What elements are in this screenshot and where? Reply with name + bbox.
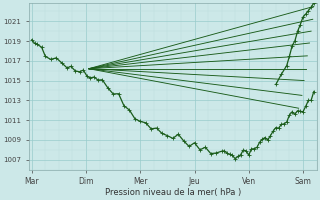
X-axis label: Pression niveau de la mer( hPa ): Pression niveau de la mer( hPa ) — [105, 188, 241, 197]
